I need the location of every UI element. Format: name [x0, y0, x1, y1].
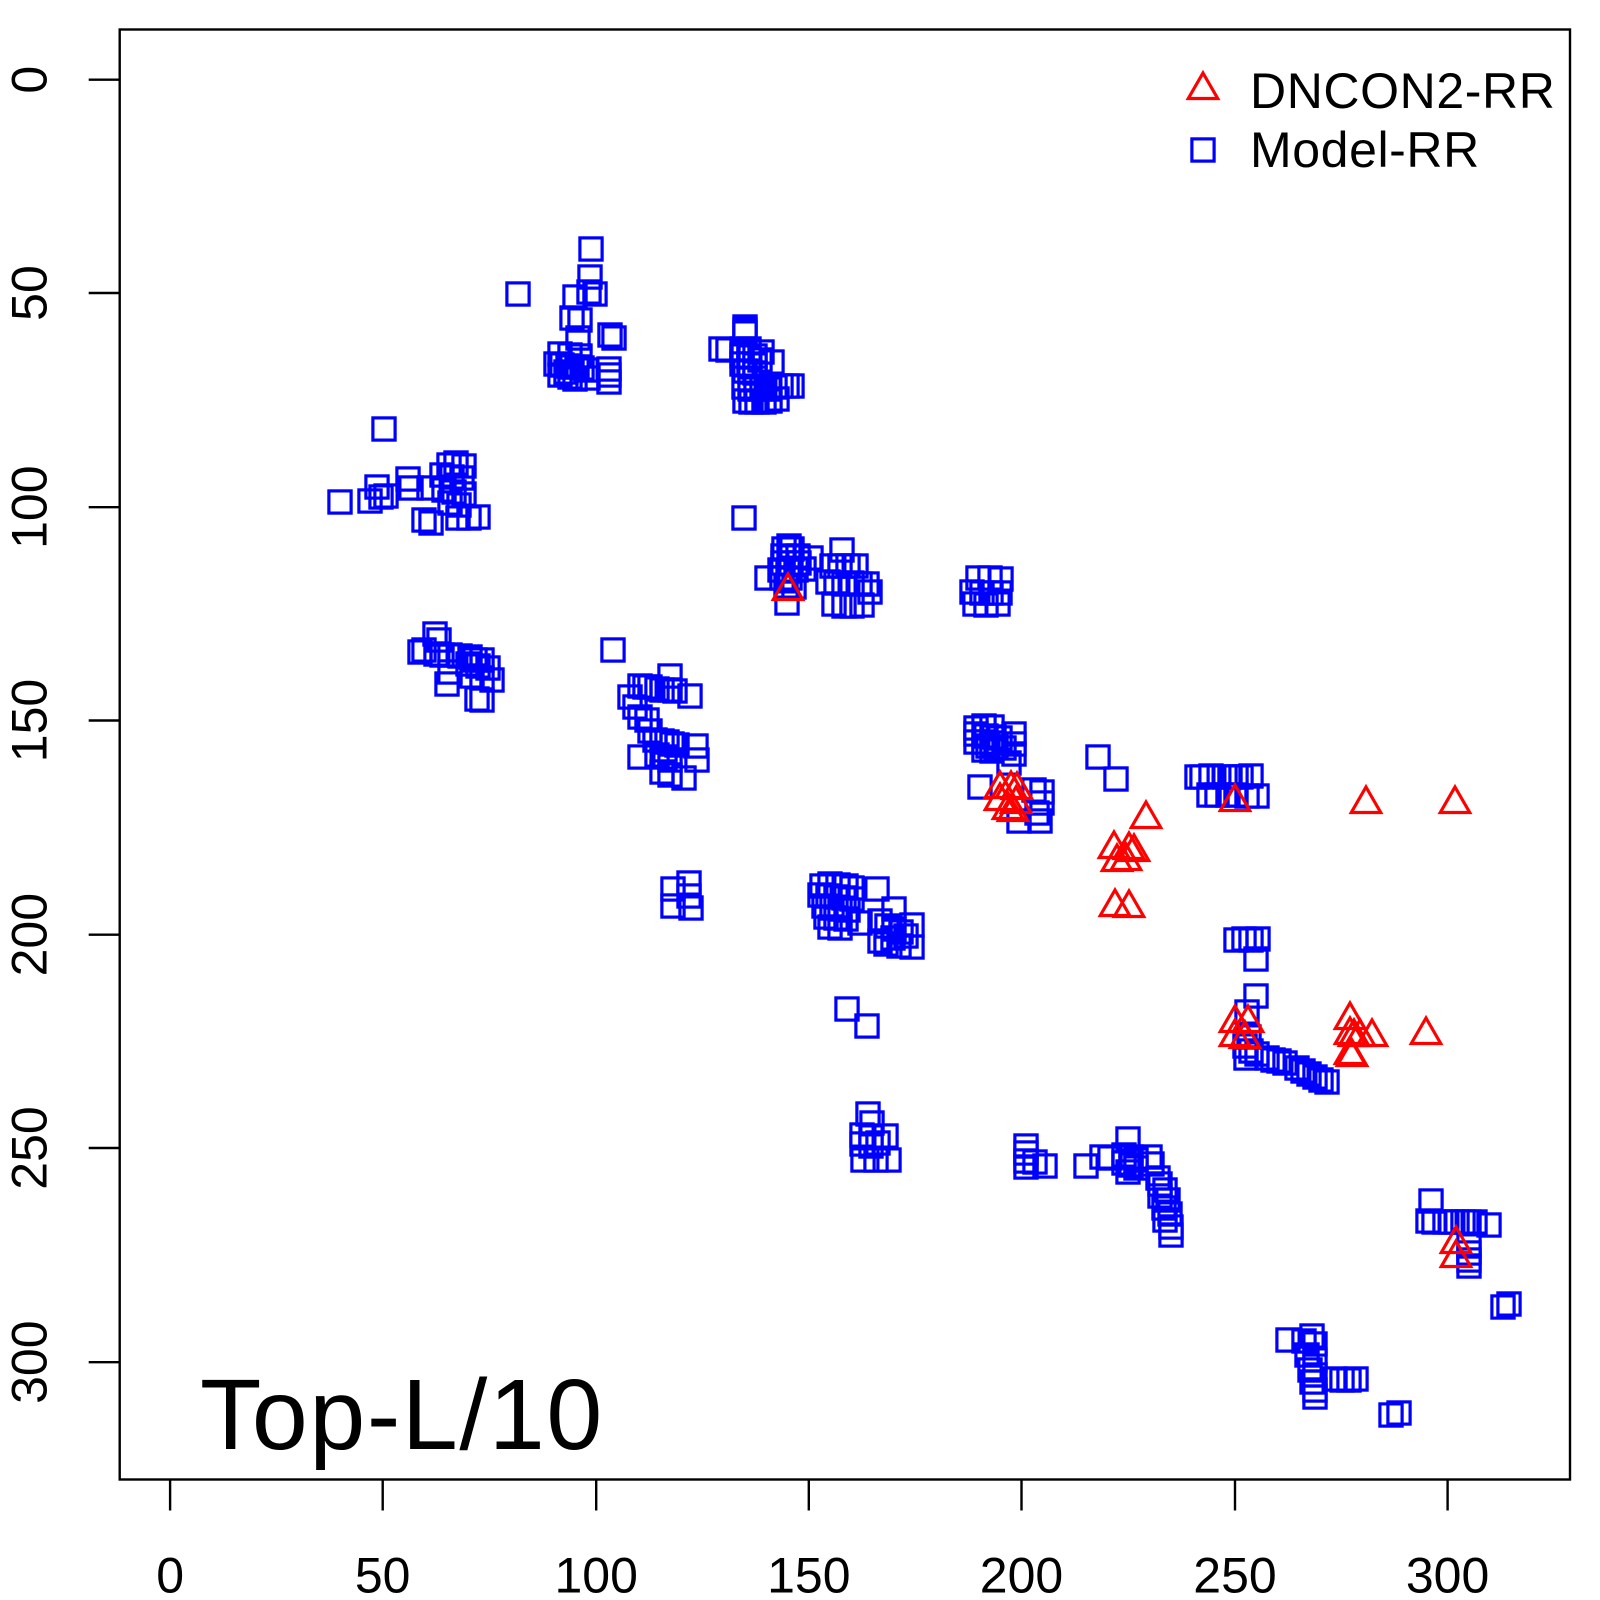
svg-text:250: 250: [1193, 1548, 1276, 1600]
svg-text:300: 300: [1406, 1548, 1489, 1600]
svg-text:150: 150: [2, 679, 58, 762]
svg-text:250: 250: [2, 1106, 58, 1189]
svg-text:300: 300: [2, 1320, 58, 1403]
svg-text:100: 100: [2, 465, 58, 548]
svg-text:0: 0: [2, 66, 58, 94]
svg-text:50: 50: [2, 265, 58, 321]
svg-text:Top-L/10: Top-L/10: [200, 1359, 604, 1471]
svg-text:Model-RR: Model-RR: [1250, 122, 1480, 178]
svg-text:50: 50: [355, 1548, 411, 1600]
svg-text:200: 200: [2, 893, 58, 976]
svg-text:200: 200: [980, 1548, 1063, 1600]
svg-text:DNCON2-RR: DNCON2-RR: [1250, 63, 1555, 119]
svg-text:150: 150: [767, 1548, 850, 1600]
svg-text:100: 100: [554, 1548, 637, 1600]
svg-text:0: 0: [156, 1548, 184, 1600]
